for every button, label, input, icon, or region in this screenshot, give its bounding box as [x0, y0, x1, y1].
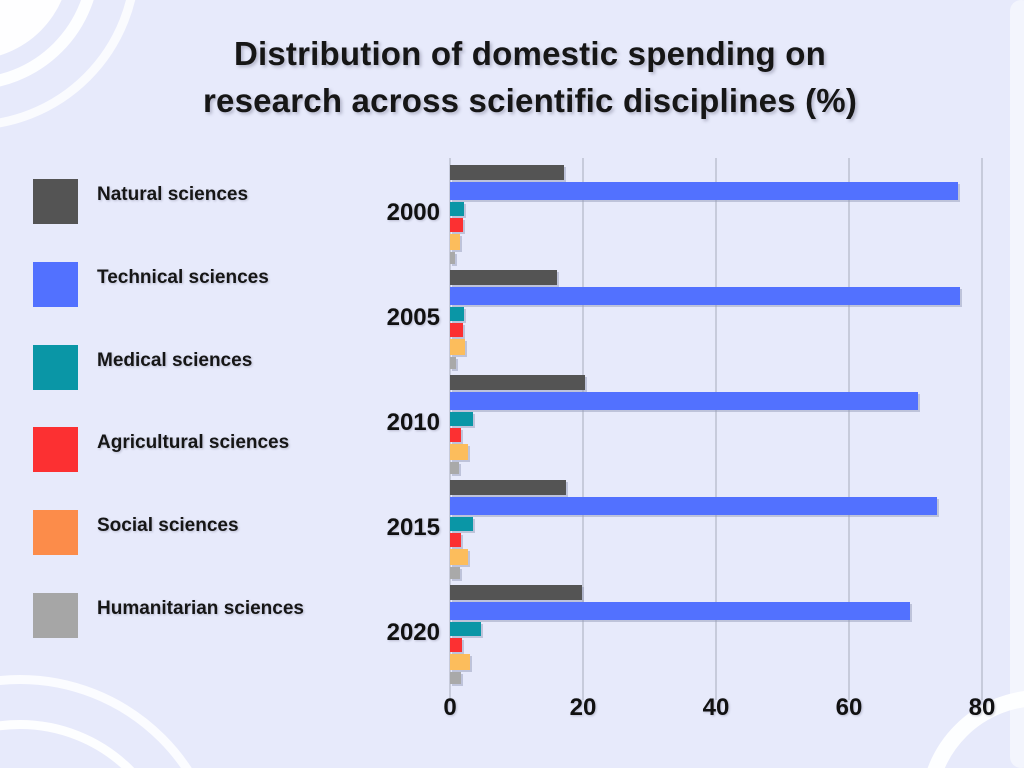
chart-title-line-2: research across scientific disciplines (…	[202, 82, 858, 119]
year-label-2000: 2000	[386, 199, 440, 226]
legend-label-technical-sciences: Technical sciences	[97, 266, 269, 288]
legend-item-agricultural-sciences: Agricultural sciences	[33, 427, 289, 472]
bar-social-sciences-2000	[450, 234, 460, 250]
bar-medical-sciences-2005	[450, 307, 464, 321]
legend-label-agricultural-sciences: Agricultural sciences	[97, 431, 290, 453]
bar-technical-sciences-2015	[450, 497, 938, 515]
bar-medical-sciences-2010	[450, 412, 474, 426]
legend-swatch-humanitarian-sciences	[33, 593, 78, 638]
gridline-60	[848, 158, 850, 700]
legend-swatch-technical-sciences	[33, 262, 78, 307]
bar-group-2000	[450, 165, 959, 264]
x-tick-label-0: 0	[443, 694, 457, 721]
bar-agricultural-sciences-2015	[450, 533, 461, 547]
legend-label-medical-sciences: Medical sciences	[97, 349, 253, 371]
bar-group-2015	[450, 480, 938, 579]
chart-title-line-1: Distribution of domestic spending on	[233, 35, 826, 72]
bar-humanitarian-sciences-2010	[450, 462, 459, 474]
legend-item-medical-sciences: Medical sciences	[33, 345, 252, 390]
bar-natural-sciences-2005	[450, 270, 558, 285]
legend-swatch-agricultural-sciences	[33, 427, 78, 472]
legend: Natural sciences Technical sciences Medica…	[33, 179, 363, 649]
bar-technical-sciences-2000	[450, 182, 959, 200]
x-tick-label-40: 40	[702, 694, 730, 721]
year-label-2020: 2020	[386, 619, 440, 646]
legend-item-social-sciences: Social sciences	[33, 510, 239, 555]
bar-agricultural-sciences-2020	[450, 638, 462, 652]
x-tick-label-80: 80	[968, 694, 996, 721]
bar-social-sciences-2015	[450, 549, 468, 565]
bar-natural-sciences-2010	[450, 375, 585, 390]
legend-label-social-sciences: Social sciences	[97, 514, 239, 536]
decorative-ring-bottom-left-2	[0, 675, 225, 768]
bar-group-2020	[450, 585, 910, 684]
bar-humanitarian-sciences-2005	[450, 357, 456, 369]
year-label-2005: 2005	[386, 304, 440, 331]
x-tick-label-60: 60	[835, 694, 863, 721]
gridline-40	[715, 158, 717, 700]
plot-area: 0 20 40 60 80 2000 2005 2010 2015 2020	[387, 158, 1010, 758]
bar-group-2005	[450, 270, 961, 369]
legend-swatch-medical-sciences	[33, 345, 78, 390]
bar-medical-sciences-2000	[450, 202, 464, 216]
bar-natural-sciences-2015	[450, 480, 566, 495]
legend-label-natural-sciences: Natural sciences	[97, 183, 249, 205]
gridline-20	[582, 158, 584, 700]
bar-agricultural-sciences-2010	[450, 428, 461, 442]
bar-agricultural-sciences-2005	[450, 323, 463, 337]
year-label-2010: 2010	[386, 409, 440, 436]
bar-social-sciences-2005	[450, 339, 465, 355]
legend-swatch-natural-sciences	[33, 179, 78, 224]
bar-group-2010	[450, 375, 919, 474]
legend-item-humanitarian-sciences: Humanitarian sciences	[33, 593, 304, 638]
legend-item-technical-sciences: Technical sciences	[33, 262, 269, 307]
bar-humanitarian-sciences-2000	[450, 252, 456, 264]
bar-agricultural-sciences-2000	[450, 218, 463, 232]
bar-social-sciences-2020	[450, 654, 470, 670]
bar-humanitarian-sciences-2020	[450, 672, 461, 684]
x-tick-label-20: 20	[569, 694, 597, 721]
bar-humanitarian-sciences-2015	[450, 567, 460, 579]
year-label-2015: 2015	[386, 514, 440, 541]
bar-social-sciences-2010	[450, 444, 468, 460]
legend-swatch-social-sciences	[33, 510, 78, 555]
bar-technical-sciences-2005	[450, 287, 961, 305]
chart-title: Distribution of domestic spending on res…	[36, 30, 1024, 124]
bar-technical-sciences-2010	[450, 392, 919, 410]
bar-natural-sciences-2020	[450, 585, 583, 600]
decorative-ring-bottom-left-1	[0, 720, 180, 768]
legend-label-humanitarian-sciences: Humanitarian sciences	[97, 597, 304, 619]
bar-technical-sciences-2020	[450, 602, 910, 620]
bar-natural-sciences-2000	[450, 165, 565, 180]
bar-medical-sciences-2015	[450, 517, 474, 531]
legend-item-natural-sciences: Natural sciences	[33, 179, 248, 224]
bar-medical-sciences-2020	[450, 622, 481, 636]
gridline-80	[981, 158, 983, 700]
